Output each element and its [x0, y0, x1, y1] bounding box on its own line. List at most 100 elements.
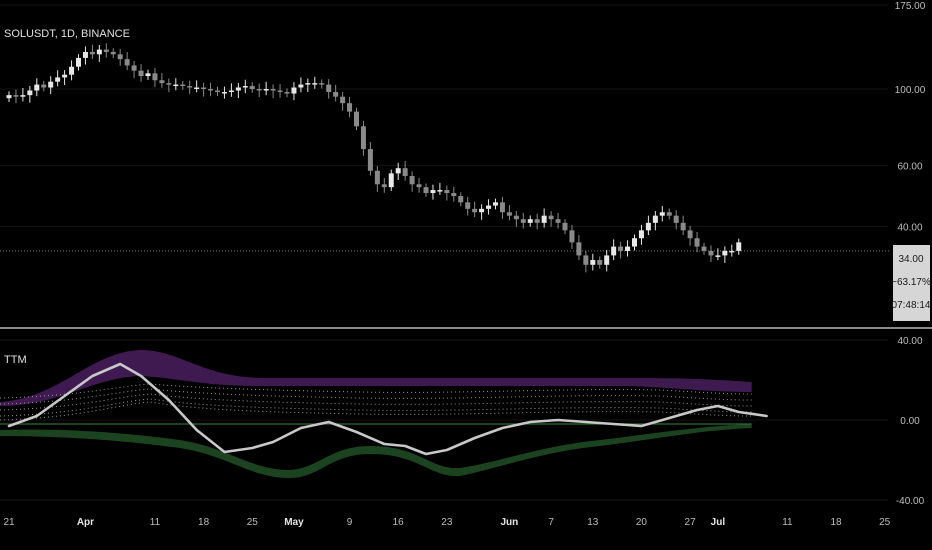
- candle-body: [472, 208, 478, 213]
- candle-body: [159, 80, 165, 84]
- time-tick-label: 27: [685, 517, 697, 528]
- candle-body: [701, 246, 707, 251]
- candle-body: [194, 87, 200, 90]
- candle-body: [96, 49, 102, 55]
- time-tick-label: 11: [150, 517, 161, 528]
- candle-body: [166, 83, 172, 85]
- candle-body: [312, 83, 318, 85]
- time-tick-label: May: [284, 517, 304, 528]
- candle-body: [117, 54, 123, 60]
- candle-body: [6, 95, 12, 99]
- dotted-level: [0, 388, 752, 405]
- price-box-countdown: 07:48:14: [892, 300, 931, 311]
- upper-band: [0, 350, 752, 406]
- candle-body: [638, 230, 644, 239]
- price-box-change: −63.17%: [891, 277, 931, 288]
- time-tick-label: 13: [587, 517, 599, 528]
- price-tick-label: 60.00: [897, 162, 922, 173]
- candle-body: [527, 219, 533, 223]
- candle-body: [221, 92, 227, 94]
- candle-body: [708, 250, 714, 256]
- candle-body: [618, 246, 624, 251]
- time-tick-label: 9: [347, 517, 353, 528]
- candle-body: [409, 176, 415, 185]
- time-tick-label: 18: [830, 517, 842, 528]
- candle-body: [395, 168, 401, 174]
- time-axis: 21 Apr 11 18 25 May 9 16 23 Jun 7 13 20 27 Jul 11 18 25: [3, 517, 890, 528]
- candle-body: [208, 89, 214, 91]
- candle-body: [479, 208, 485, 213]
- candle-body: [499, 202, 505, 213]
- time-tick-label: 16: [393, 517, 405, 528]
- candle-body: [632, 238, 637, 247]
- candle-body: [138, 70, 144, 77]
- time-tick-label: 23: [441, 517, 453, 528]
- candle-body: [388, 173, 394, 188]
- candle-body: [729, 250, 735, 253]
- ttm-indicator-pane: [0, 350, 768, 478]
- time-tick-label: Jul: [711, 517, 726, 528]
- candle-body: [534, 219, 540, 223]
- dotted-level: [0, 383, 752, 399]
- candle-body: [48, 81, 54, 88]
- candle-body: [215, 90, 220, 93]
- candle-body: [347, 103, 353, 112]
- candle-body: [263, 89, 269, 91]
- price-tick-label: 40.00: [897, 223, 922, 234]
- indicator-label[interactable]: TTM: [4, 354, 27, 366]
- candle-body: [548, 215, 554, 220]
- candle-body: [451, 193, 457, 197]
- candle-body: [228, 90, 234, 93]
- candle-body: [562, 222, 568, 231]
- candle-body: [124, 59, 130, 66]
- time-tick-label: 25: [879, 517, 891, 528]
- candle-body: [423, 187, 429, 194]
- candle-body: [402, 168, 408, 177]
- candle-body: [694, 238, 700, 247]
- candle-body: [27, 90, 33, 96]
- candle-body: [76, 57, 81, 67]
- candle-body: [687, 230, 693, 239]
- candle-body: [89, 51, 95, 55]
- last-price-box: 34.00 −63.17% 07:48:14: [891, 245, 931, 321]
- candle-body: [673, 215, 679, 223]
- time-tick-label: 7: [548, 517, 554, 528]
- candle-body: [715, 255, 721, 257]
- candle-body: [604, 255, 610, 265]
- momentum-line: [7, 362, 768, 456]
- candle-body: [354, 111, 359, 127]
- candle-body: [326, 84, 332, 93]
- candle-body: [465, 202, 471, 209]
- candle-body: [13, 95, 19, 97]
- symbol-label[interactable]: SOLUSDT, 1D, BINANCE: [4, 28, 130, 40]
- candle-body: [590, 260, 596, 265]
- candle-body: [305, 83, 311, 85]
- candle-body: [360, 126, 366, 150]
- candle-body: [291, 87, 297, 94]
- candle-body: [103, 49, 109, 52]
- candle-body: [69, 66, 75, 75]
- candle-body: [444, 190, 450, 194]
- candle-body: [284, 92, 290, 94]
- candlesticks: [6, 43, 742, 273]
- candle-body: [180, 84, 186, 87]
- candle-body: [256, 89, 262, 91]
- candle-body: [367, 149, 373, 171]
- candle-body: [187, 86, 193, 88]
- candle-body: [583, 255, 589, 265]
- candle-body: [652, 215, 658, 223]
- candle-body: [486, 205, 492, 209]
- candle-body: [298, 84, 304, 88]
- candle-body: [506, 212, 512, 216]
- candle-body: [381, 184, 387, 188]
- candle-body: [319, 83, 325, 85]
- time-tick-label: 11: [782, 517, 793, 528]
- indicator-tick-label: -40.00: [896, 496, 925, 507]
- candle-body: [235, 87, 241, 91]
- indicator-tick-label: 0.00: [900, 416, 920, 427]
- candle-body: [340, 96, 346, 104]
- time-tick-label: 20: [636, 517, 648, 528]
- time-tick-label: 21: [3, 517, 15, 528]
